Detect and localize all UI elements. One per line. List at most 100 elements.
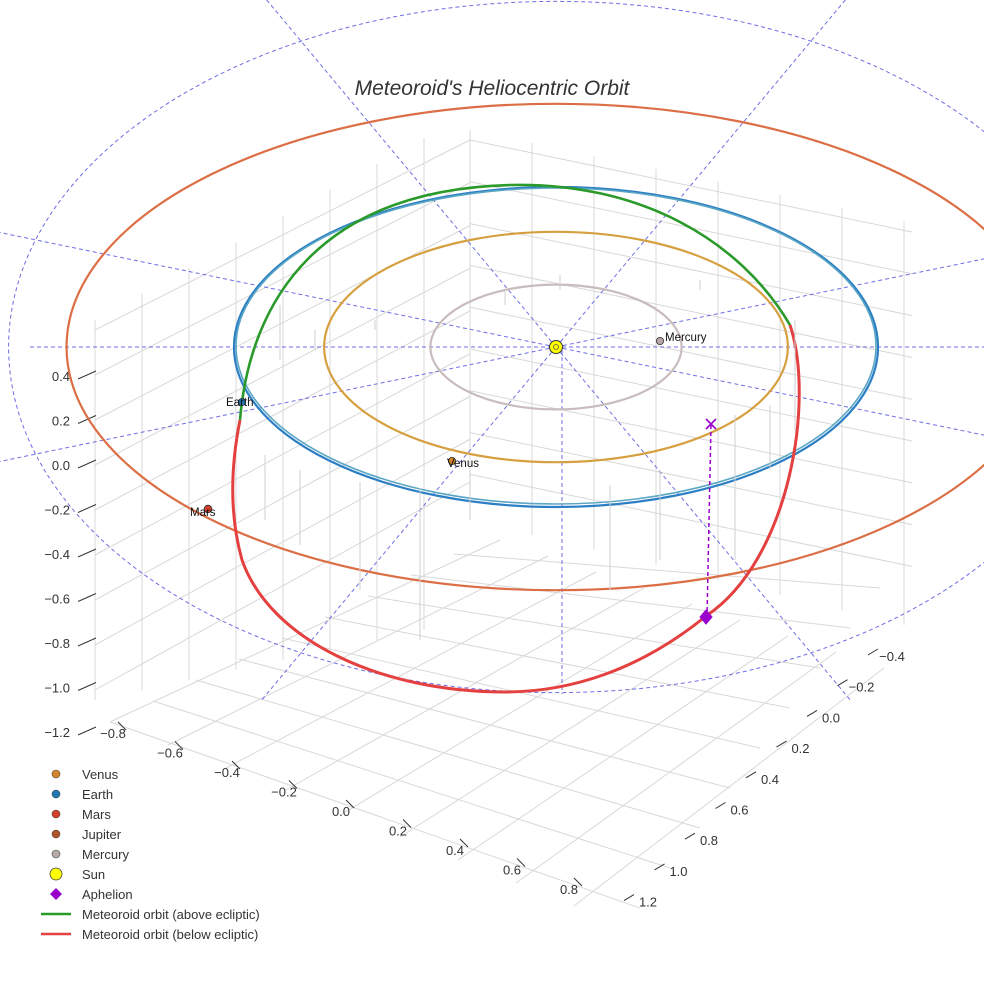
- legend-item: Meteoroid orbit (above ecliptic): [38, 904, 338, 924]
- legend-label: Venus: [82, 766, 119, 782]
- legend-label: Meteoroid orbit (above ecliptic): [82, 906, 260, 922]
- markers: Mercury Venus Earth Mars: [190, 332, 717, 625]
- z-tick-label: −0.8: [44, 636, 70, 651]
- reference-line: [555, 346, 984, 436]
- reference-line: [266, 0, 557, 348]
- legend-label: Jupiter: [82, 826, 122, 842]
- planet-label-venus: Venus: [447, 458, 479, 470]
- grid-line: [94, 182, 471, 376]
- aphelion-projection: [706, 424, 712, 617]
- grid-line: [469, 264, 913, 358]
- z-tick-mark: [77, 415, 97, 424]
- grid-line: [469, 348, 913, 442]
- y-tick-label: 1.0: [669, 864, 687, 879]
- legend-swatch: [38, 824, 74, 844]
- z-tick-label: 0.4: [52, 369, 70, 384]
- legend-swatch: [38, 884, 74, 904]
- grid-line: [195, 679, 701, 829]
- legend-item: Aphelion: [38, 884, 338, 904]
- planet-label-earth: Earth: [226, 397, 254, 409]
- y-tick-mark: [776, 740, 787, 748]
- z-tick-mark: [77, 548, 97, 558]
- grid-line: [109, 539, 501, 723]
- grid-line: [469, 473, 913, 567]
- y-tick-label: 0.6: [730, 803, 748, 818]
- grid-line: [225, 571, 597, 769]
- legend-swatch: [38, 804, 74, 824]
- x-tick-label: 0.2: [389, 824, 407, 839]
- grid-line: [94, 310, 471, 511]
- z-tick-mark: [77, 593, 97, 602]
- x-tick-mark: [516, 858, 526, 867]
- legend-item: Jupiter: [38, 824, 338, 844]
- legend-label: Meteoroid orbit (below ecliptic): [82, 926, 259, 942]
- y-tick-mark: [867, 648, 879, 656]
- legend-label: Mars: [82, 806, 111, 822]
- reference-line: [555, 346, 853, 703]
- legend-swatch: [38, 764, 74, 784]
- legend-swatch: [38, 904, 74, 924]
- legend: Venus Earth Mars Jupiter Mercury Sun Aphelion M…: [38, 764, 338, 944]
- legend-swatch: [38, 864, 74, 884]
- legend-item: Sun: [38, 864, 338, 884]
- grid-line: [238, 658, 731, 789]
- legend-item: Earth: [38, 784, 338, 804]
- y-tick-mark: [745, 771, 757, 779]
- meteoroid-orbit-above: [238, 183, 792, 421]
- planet-label-mercury: Mercury: [665, 332, 707, 344]
- y-tick-mark: [806, 709, 818, 717]
- legend-item: Mercury: [38, 844, 338, 864]
- legend-label: Sun: [82, 866, 106, 882]
- z-tick-mark: [77, 504, 97, 513]
- y-tick-label: 1.2: [639, 895, 657, 910]
- legend-label: Aphelion: [82, 886, 133, 902]
- chart-title: Meteoroid's Heliocentric Orbit: [355, 77, 631, 100]
- reference-line: [0, 346, 557, 462]
- z-tick-label: 0.2: [52, 414, 70, 429]
- aphelion-marker: [699, 609, 713, 625]
- grid-line: [94, 481, 471, 691]
- grid-line: [410, 574, 851, 629]
- x-tick-mark: [402, 819, 412, 828]
- sun-marker: [549, 340, 563, 354]
- grid-line: [109, 721, 641, 909]
- grid-line: [94, 139, 471, 331]
- y-tick-mark: [715, 802, 726, 809]
- y-tick-mark: [684, 832, 696, 840]
- x-tick-label: 0.4: [446, 843, 464, 858]
- x-tick-label: −0.4: [214, 765, 240, 780]
- x-tick-mark: [117, 721, 127, 731]
- y-tick-mark: [654, 863, 665, 871]
- x-tick-mark: [174, 741, 184, 750]
- x-tick-label: −0.6: [157, 746, 183, 761]
- x-tick-mark: [288, 780, 298, 789]
- legend-swatch: [38, 924, 74, 944]
- y-tick-mark: [623, 894, 635, 902]
- planet-mercury: [656, 336, 665, 345]
- grid-line: [94, 353, 471, 556]
- reference-line: [555, 258, 984, 348]
- z-tick-label: −1.0: [44, 681, 70, 696]
- z-tick-mark: [77, 726, 97, 736]
- grid-line: [152, 700, 671, 869]
- planet-venus: [447, 456, 456, 465]
- grid-line: [94, 267, 471, 466]
- z-tick-mark: [77, 370, 97, 380]
- orbit-venus: [323, 230, 789, 464]
- grid-line: [469, 139, 913, 233]
- grid-line: [453, 553, 881, 589]
- planet-mars: [203, 504, 213, 514]
- legend-swatch: [38, 844, 74, 864]
- z-tick-mark: [77, 459, 97, 469]
- z-tick-mark: [77, 682, 97, 691]
- z-tick-label: −1.2: [44, 725, 70, 740]
- reference-line: [259, 346, 557, 703]
- y-tick-label: −0.2: [849, 680, 875, 695]
- sun-core: [553, 344, 559, 350]
- legend-label: Mercury: [82, 846, 129, 862]
- legend-label: Earth: [82, 786, 114, 802]
- planet-label-mars: Mars: [190, 507, 216, 519]
- reference-line: [555, 0, 846, 348]
- grid-line: [367, 595, 821, 669]
- grid-line: [469, 390, 913, 484]
